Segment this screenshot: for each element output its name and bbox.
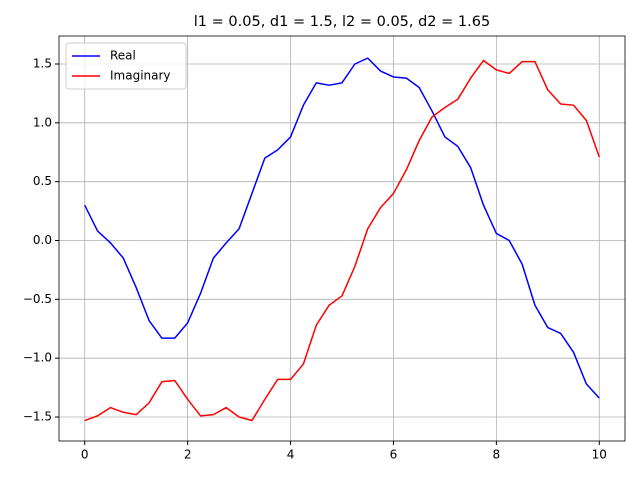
chart-title: l1 = 0.05, d1 = 1.5, l2 = 0.05, d2 = 1.6… (194, 14, 490, 30)
line-series (84, 57, 600, 399)
y-tick-label: −1.0 (23, 351, 52, 365)
y-tick-label: −1.5 (23, 409, 52, 423)
line-series (84, 59, 600, 422)
legend-box (65, 42, 187, 90)
legend-label: Imaginary (110, 69, 171, 83)
y-tick-label: 0.5 (33, 174, 52, 188)
y-tick-label: 1.0 (33, 115, 52, 129)
y-tick-label: −0.5 (23, 292, 52, 306)
y-tick-label: 0.0 (33, 233, 52, 247)
x-tick-label: 10 (592, 448, 607, 462)
x-tick-label: 4 (287, 448, 295, 462)
x-tick-label: 0 (81, 448, 89, 462)
x-tick-label: 6 (390, 448, 398, 462)
x-tick-label: 2 (184, 448, 192, 462)
legend-label: Real (110, 49, 136, 63)
plot-frame (58, 35, 626, 442)
x-tick-label: 8 (493, 448, 501, 462)
y-tick-label: 1.5 (33, 57, 52, 71)
